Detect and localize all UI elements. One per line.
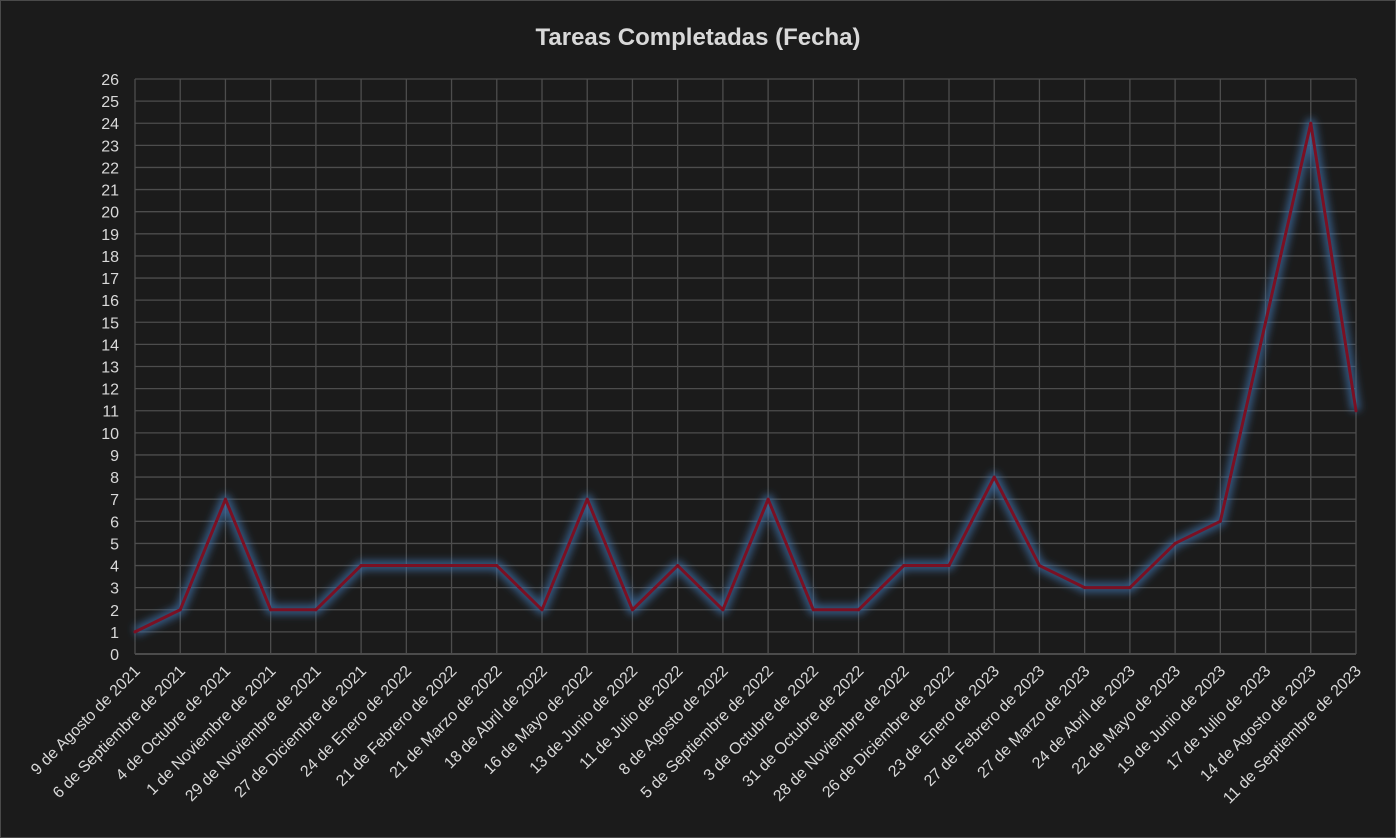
y-tick-label: 21 <box>101 183 119 200</box>
y-tick-label: 17 <box>101 271 119 288</box>
data-point <box>1037 564 1041 568</box>
data-point <box>1128 586 1132 590</box>
y-tick-label: 24 <box>101 116 119 133</box>
data-point <box>269 608 273 612</box>
series-line <box>133 121 1358 634</box>
y-tick-label: 23 <box>101 138 119 155</box>
data-point <box>630 608 634 612</box>
data-point <box>947 564 951 568</box>
y-tick-label: 11 <box>102 404 119 421</box>
y-tick-label: 0 <box>110 647 119 664</box>
y-tick-label: 26 <box>101 72 119 89</box>
data-point <box>450 564 454 568</box>
y-tick-label: 3 <box>110 581 119 598</box>
data-point <box>585 497 589 501</box>
y-tick-label: 7 <box>110 492 119 509</box>
y-tick-label: 12 <box>101 382 119 399</box>
chart-title: Tareas Completadas (Fecha) <box>536 24 861 51</box>
data-point <box>676 564 680 568</box>
data-point <box>133 630 137 634</box>
grid <box>134 78 1357 655</box>
data-point <box>1218 519 1222 523</box>
y-tick-label: 1 <box>110 625 119 642</box>
y-tick-label: 4 <box>110 559 119 576</box>
y-axis: 0123456789101112131415161718192021222324… <box>101 72 119 664</box>
y-tick-label: 8 <box>110 470 119 487</box>
data-point <box>902 564 906 568</box>
data-point <box>811 608 815 612</box>
data-point <box>1354 409 1358 413</box>
y-tick-label: 2 <box>110 603 119 620</box>
y-tick-label: 19 <box>101 227 119 244</box>
data-point <box>359 564 363 568</box>
data-point <box>857 608 861 612</box>
data-point <box>766 497 770 501</box>
y-tick-label: 13 <box>101 360 119 377</box>
y-tick-label: 20 <box>101 205 119 222</box>
data-point <box>223 497 227 501</box>
data-point <box>178 608 182 612</box>
data-point <box>1173 541 1177 545</box>
y-tick-label: 14 <box>101 337 119 354</box>
y-tick-label: 10 <box>101 426 119 443</box>
y-tick-label: 18 <box>101 249 119 266</box>
data-point <box>495 564 499 568</box>
data-point <box>314 608 318 612</box>
y-tick-label: 25 <box>101 94 119 111</box>
data-point <box>540 608 544 612</box>
data-point <box>1083 586 1087 590</box>
y-tick-label: 15 <box>101 315 119 332</box>
y-tick-label: 22 <box>101 160 119 177</box>
data-point <box>404 564 408 568</box>
y-tick-label: 16 <box>101 293 119 310</box>
series <box>132 118 1361 637</box>
y-tick-label: 5 <box>110 536 119 553</box>
y-tick-label: 6 <box>110 514 119 531</box>
data-point <box>1264 320 1268 324</box>
y-tick-label: 9 <box>110 448 119 465</box>
data-point <box>992 475 996 479</box>
data-point <box>1309 121 1313 125</box>
data-point <box>721 608 725 612</box>
